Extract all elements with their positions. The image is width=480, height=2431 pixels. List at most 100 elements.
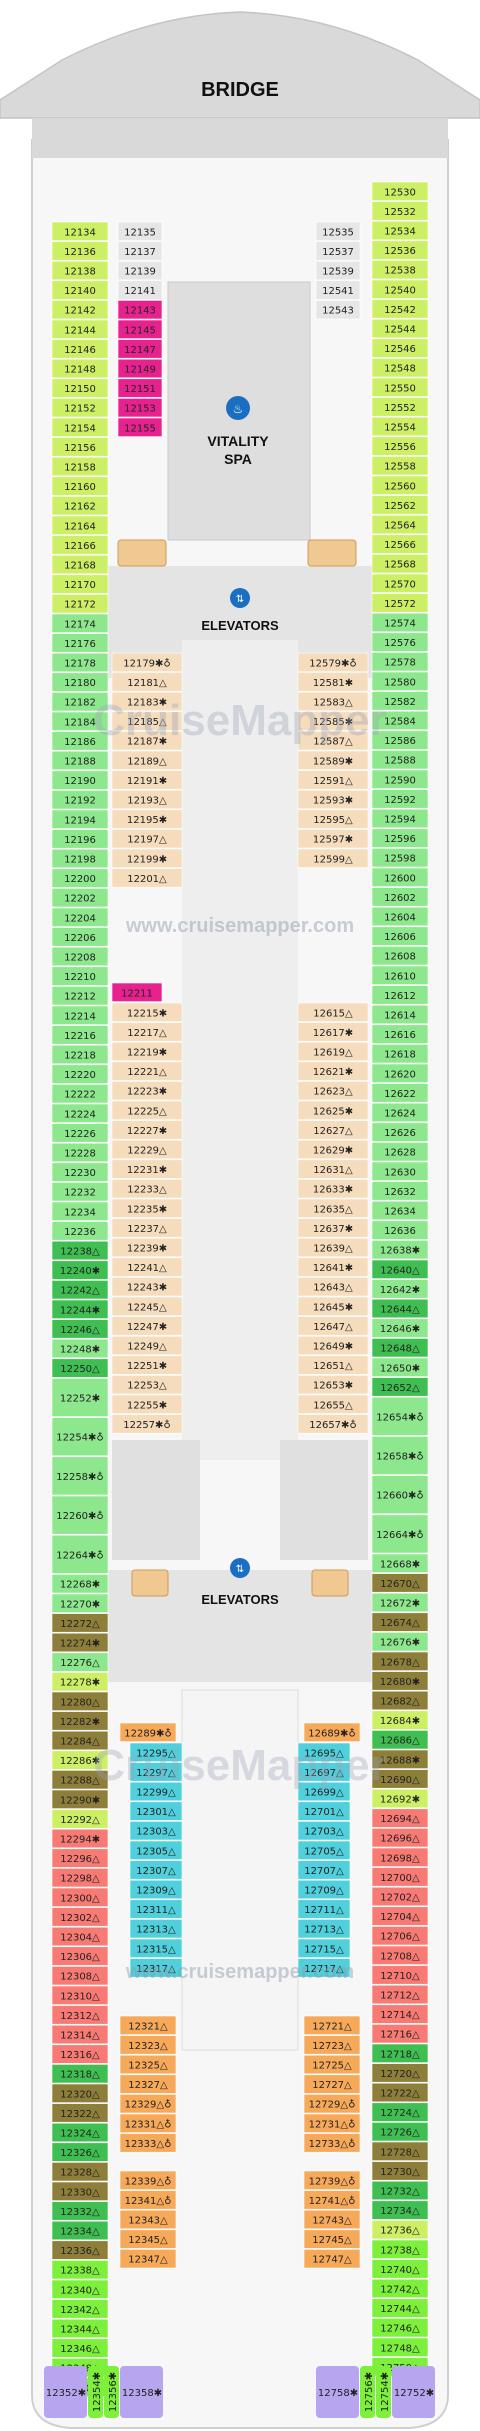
cabin-left_outer-99[interactable]: 12338△ [51,2260,109,2280]
cabin-mid_left_inner_b-20[interactable]: 12255✱ [111,1394,183,1414]
cabin-cell[interactable] [51,1378,109,1417]
cabin-right_outer-70[interactable]: 12676✱ [371,1632,429,1652]
cabin-right_outer-6[interactable]: 12542 [371,299,429,319]
cabin-cell[interactable] [371,1357,429,1377]
cabin-cell[interactable] [297,1762,351,1782]
cabin-right_outer-93[interactable]: 12722△ [371,2082,429,2103]
cabin-left_outer-53[interactable]: 12240✱ [51,1260,109,1280]
cabin-cell[interactable] [297,1801,351,1821]
cabin-mid_left_inner_b-11[interactable]: 12237△ [111,1218,183,1238]
cabin-cell[interactable] [371,2337,429,2357]
cabin-right_outer-68[interactable]: 12672✱ [371,1592,429,1613]
cabin-cell[interactable] [371,1161,429,1181]
cabin-cell[interactable] [297,1100,369,1120]
cabin-aft_left_teal-6[interactable]: 12307△ [129,1860,183,1880]
cabin-cell[interactable] [371,456,429,476]
cabin-fwd_right_inner-0[interactable]: 12535 [315,221,361,241]
cabin-cell[interactable] [117,221,163,241]
cabin-right_outer-54[interactable]: 12638✱ [371,1240,429,1260]
cabin-left_outer-35[interactable]: 12204 [51,907,109,927]
cabin-mid_right_inner_b-8[interactable]: 12631△ [297,1159,369,1179]
cabin-right_outer-34[interactable]: 12598 [371,848,429,868]
cabin-fwd_left_inner-8[interactable]: 12151 [117,378,163,398]
cabin-cell[interactable] [297,1198,369,1218]
cabin-left_outer-27[interactable]: 12188 [51,750,109,771]
cabin-cell[interactable] [51,946,109,967]
cabin-right_outer-63[interactable]: 12658✱♁ [371,1436,429,1475]
cabin-cell[interactable] [51,1025,109,1045]
cabin-mid_right_inner_b-9[interactable]: 12633✱ [297,1179,369,1199]
cabin-cell[interactable] [371,926,429,946]
cabin-left_outer-33[interactable]: 12200 [51,868,109,888]
cabin-cell[interactable] [51,790,109,810]
cabin-left_outer-64[interactable]: 12268✱ [51,1574,109,1594]
cabin-mid_left_inner_b-7[interactable]: 12229△ [111,1139,183,1160]
cabin-cell[interactable] [51,437,109,457]
cabin-cell[interactable] [119,2054,177,2075]
cabin-cell[interactable] [51,1593,109,1613]
cabin-right_outer-8[interactable]: 12546 [371,338,429,358]
cabin-cell[interactable] [371,1514,429,1554]
cabin-right_outer-78[interactable]: 12692✱ [371,1788,429,1809]
cabin-aft_left_orange_b-6[interactable]: 12333△♁ [119,2133,177,2153]
cabin-cell[interactable] [117,417,163,437]
cabin-right_outer-97[interactable]: 12730△ [371,2161,429,2181]
cabin-cell[interactable] [297,1840,351,1860]
cabin-right_outer-37[interactable]: 12604 [371,906,429,927]
cabin-cell[interactable] [371,1612,429,1632]
cabin-cell[interactable] [371,1828,429,1848]
cabin-left_outer-46[interactable]: 12226 [51,1123,109,1143]
cabin-cell[interactable] [371,475,429,495]
cabin-cell[interactable] [51,554,109,575]
cabin-cell[interactable] [371,867,429,887]
cabin-cell[interactable] [371,691,429,711]
cabin-cell[interactable] [51,2162,109,2182]
cabin-cell[interactable] [51,496,109,516]
cabin-mid_right_inner_b-16[interactable]: 12647△ [297,1316,369,1336]
cabin-fwd_left_inner-0[interactable]: 12135 [117,221,163,241]
cabin-cell[interactable] [111,1296,183,1316]
cabin-right_outer-81[interactable]: 12698△ [371,1847,429,1867]
cabin-mid_left_inner_b-14[interactable]: 12243✱ [111,1277,183,1297]
cabin-aft_left_teal-2[interactable]: 12299△ [129,1781,183,1802]
cabin-cell[interactable] [111,868,183,888]
cabin-mid_right_inner_b-5[interactable]: 12625✱ [297,1100,369,1120]
cabin-cell[interactable] [129,1958,183,1978]
cabin-right_outer-96[interactable]: 12728△ [371,2141,429,2161]
cabin-cell[interactable] [111,848,183,868]
cabin-right_outer-28[interactable]: 12586 [371,730,429,750]
cabin-aft_left_teal-3[interactable]: 12301△ [129,1801,183,1821]
cabin-left_outer-2[interactable]: 12138 [51,260,109,281]
cabin-cell[interactable] [119,2074,177,2094]
cabin-left_outer-90[interactable]: 12320△ [51,2083,109,2103]
cabin-aft_left_teal-0[interactable]: 12295△ [129,1742,183,1762]
cabin-fwd_left_inner-6[interactable]: 12147 [117,339,163,359]
cabin-left_outer-41[interactable]: 12216 [51,1025,109,1045]
cabin-cell[interactable] [297,1159,369,1179]
cabin-right_outer-1[interactable]: 12532 [371,201,429,221]
cabin-aft_left_teal-5[interactable]: 12305△ [129,1840,183,1860]
cabin-cell[interactable] [111,1218,183,1238]
cabin-stern_left-0[interactable]: 12352✱ [44,2366,87,2418]
cabin-stern_right-1[interactable]: 12756✱ [360,2366,375,2418]
cabin-cell[interactable] [111,1041,183,1062]
cabin-left_outer-67[interactable]: 12274✱ [51,1632,109,1653]
cabin-aft_right_orange_c-3[interactable]: 12745△ [303,2229,361,2249]
cabin-cell[interactable] [51,1613,109,1633]
cabin-cell[interactable] [51,378,109,398]
cabin-cell[interactable] [51,1926,109,1947]
cabin-cell[interactable] [371,710,429,731]
cabin-right_outer-82[interactable]: 12700△ [371,1867,429,1887]
cabin-cell[interactable] [51,2064,109,2084]
cabin-cell[interactable] [297,1139,369,1160]
cabin-left_outer-26[interactable]: 12186 [51,731,109,751]
cabin-cell[interactable] [371,1377,429,1397]
cabin-right_outer-74[interactable]: 12684✱ [371,1710,429,1730]
cabin-cell[interactable] [129,1742,183,1762]
cabin-right_outer-50[interactable]: 12630 [371,1161,429,1181]
cabin-right_outer-79[interactable]: 12694△ [371,1808,429,1828]
cabin-cell[interactable] [315,221,361,241]
cabin-right_outer-69[interactable]: 12674△ [371,1612,429,1632]
cabin-cell[interactable] [297,1257,369,1277]
cabin-aft_right_teal-1[interactable]: 12697△ [297,1762,351,1782]
